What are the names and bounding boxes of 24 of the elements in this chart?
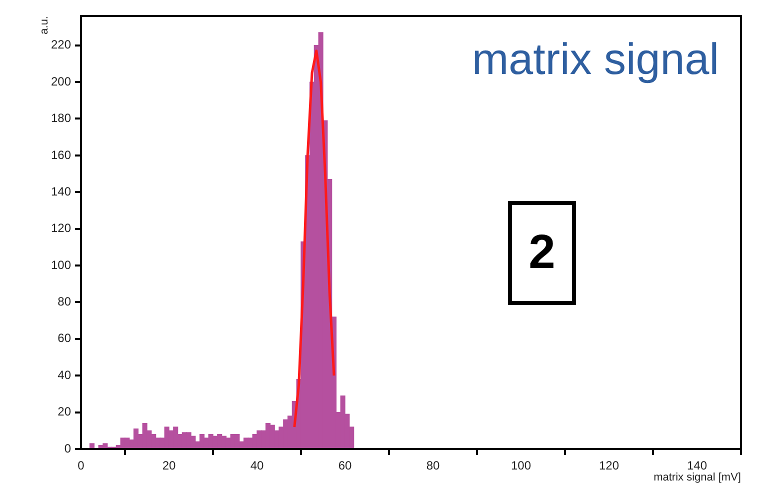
y-tick-label: 100 [50, 258, 72, 272]
x-tick-label: 100 [510, 458, 532, 473]
y-tick-label: 140 [50, 184, 72, 198]
x-tick-label: 40 [250, 458, 264, 473]
annotation: matrix signal [472, 35, 719, 84]
y-tick-label: 40 [58, 368, 72, 382]
y-tick-label: 180 [50, 111, 72, 126]
y-tick-label: 20 [58, 404, 72, 419]
y-tick-label: 80 [58, 294, 72, 309]
x-tick-label: 140 [686, 458, 708, 473]
x-axis-title: matrix signal [mV] [654, 472, 741, 484]
x-tick-label: 80 [426, 458, 440, 473]
y-tick-label: 0 [64, 441, 72, 456]
x-tick-label: 60 [338, 458, 352, 473]
y-axis-title: a.u. [38, 16, 51, 34]
y-tick-label: 200 [50, 74, 72, 88]
y-tick-label: 160 [50, 148, 72, 162]
y-tick-label: 120 [50, 221, 72, 236]
y-tick-label: 60 [58, 331, 72, 346]
x-tick-label: 20 [162, 458, 176, 473]
annotation: 2 [528, 226, 556, 280]
y-tick-label: 220 [50, 38, 72, 52]
x-tick-label: 120 [598, 458, 620, 473]
x-tick-label: 0 [78, 458, 85, 473]
